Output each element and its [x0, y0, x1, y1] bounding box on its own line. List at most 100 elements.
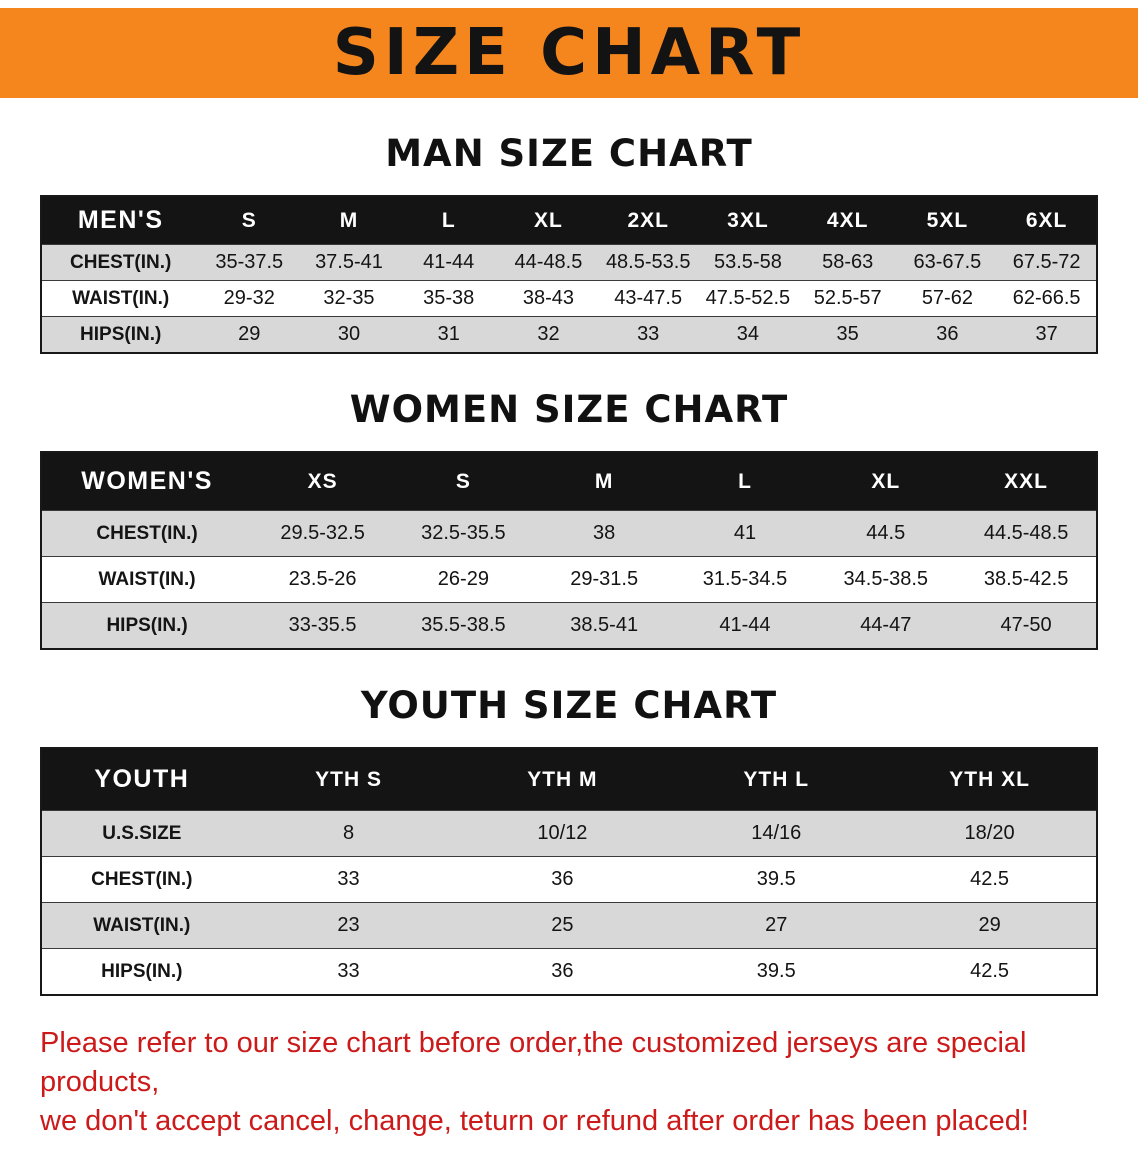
size-value: 34.5-38.5 — [815, 556, 957, 603]
size-column-header: 2XL — [598, 196, 699, 245]
youth-table-header-row: YOUTH YTH S YTH M YTH L YTH XL — [41, 748, 1097, 811]
size-value: 36 — [455, 856, 670, 903]
size-value: 47-50 — [956, 602, 1097, 649]
size-value: 29.5-32.5 — [252, 510, 393, 557]
size-value: 29-32 — [199, 280, 300, 317]
size-value: 39.5 — [669, 948, 884, 995]
size-value: 38 — [533, 510, 675, 557]
size-value: 38.5-42.5 — [956, 556, 1097, 603]
size-value: 33 — [241, 856, 456, 903]
size-value: 67.5-72 — [997, 244, 1097, 281]
notice-line-2: we don't accept cancel, change, teturn o… — [40, 1104, 1029, 1137]
table-row: WAIST(IN.) 29-32 32-35 35-38 38-43 43-47.5 47.… — [41, 280, 1097, 317]
size-value: 32-35 — [299, 280, 399, 317]
men-size-table: MEN'S S M L XL 2XL 3XL 4XL 5XL 6XL CHEST(IN.) 35-37… — [40, 195, 1098, 354]
row-label: CHEST(IN.) — [41, 856, 242, 903]
row-label: WAIST(IN.) — [41, 556, 253, 603]
size-value: 23 — [241, 902, 456, 949]
size-value: 8 — [241, 810, 456, 857]
size-value: 44-48.5 — [498, 244, 599, 281]
size-value: 35-37.5 — [199, 244, 300, 281]
size-value: 48.5-53.5 — [598, 244, 699, 281]
banner: SIZE CHART — [0, 8, 1138, 98]
size-value: 10/12 — [455, 810, 670, 857]
size-value: 18/20 — [883, 810, 1097, 857]
table-row: HIPS(IN.) 33 36 39.5 42.5 — [41, 948, 1097, 995]
size-value: 32 — [498, 316, 599, 353]
size-value: 38-43 — [498, 280, 599, 317]
size-value: 42.5 — [883, 856, 1097, 903]
sections-container: MAN SIZE CHART MEN'S S M L XL 2XL 3XL 4XL 5XL 6XL C… — [0, 132, 1138, 996]
size-column-header: L — [674, 452, 816, 511]
row-label: HIPS(IN.) — [41, 602, 253, 649]
size-value: 63-67.5 — [897, 244, 998, 281]
size-column-header: YTH M — [455, 748, 670, 811]
size-value: 33 — [598, 316, 699, 353]
page-title: SIZE CHART — [332, 16, 806, 90]
size-value: 35 — [797, 316, 898, 353]
youth-size-table: YOUTH YTH S YTH M YTH L YTH XL U.S.SIZE 8 10/12… — [40, 747, 1098, 996]
size-value: 44.5-48.5 — [956, 510, 1097, 557]
table-row: CHEST(IN.) 29.5-32.5 32.5-35.5 38 41 44.5 44.5… — [41, 510, 1097, 557]
size-column-header: YTH L — [669, 748, 884, 811]
size-value: 62-66.5 — [997, 280, 1097, 317]
size-value: 25 — [455, 902, 670, 949]
size-value: 33 — [241, 948, 456, 995]
size-value: 37.5-41 — [299, 244, 399, 281]
men-table-title: MEN'S — [41, 196, 200, 245]
size-value: 31.5-34.5 — [674, 556, 816, 603]
size-column-header: 3XL — [698, 196, 798, 245]
size-column-header: S — [199, 196, 300, 245]
size-column-header: 4XL — [797, 196, 898, 245]
size-value: 29 — [199, 316, 300, 353]
table-row: WAIST(IN.) 23.5-26 26-29 29-31.5 31.5-34.5 34… — [41, 556, 1097, 603]
table-row: CHEST(IN.) 35-37.5 37.5-41 41-44 44-48.5 48.5… — [41, 244, 1097, 281]
size-value: 37 — [997, 316, 1097, 353]
size-value: 43-47.5 — [598, 280, 699, 317]
men-size-chart-heading: MAN SIZE CHART — [385, 132, 753, 175]
table-row: HIPS(IN.) 29 30 31 32 33 34 35 36 37 — [41, 316, 1097, 353]
size-value: 41-44 — [398, 244, 499, 281]
size-value: 35-38 — [398, 280, 499, 317]
size-column-header: XXL — [956, 452, 1097, 511]
size-column-header: XL — [498, 196, 599, 245]
footer-notice: Please refer to our size chart before or… — [40, 1024, 1110, 1141]
row-label: HIPS(IN.) — [41, 316, 200, 353]
size-value: 44-47 — [815, 602, 957, 649]
women-size-table: WOMEN'S XS S M L XL XXL CHEST(IN.) 29.5-32.5 32.5… — [40, 451, 1098, 650]
row-label: WAIST(IN.) — [41, 280, 200, 317]
size-value: 58-63 — [797, 244, 898, 281]
women-size-chart-section: WOMEN SIZE CHART WOMEN'S XS S M L XL XXL CHEST(I… — [0, 388, 1138, 650]
size-value: 36 — [455, 948, 670, 995]
men-table-header-row: MEN'S S M L XL 2XL 3XL 4XL 5XL 6XL — [41, 196, 1097, 245]
size-value: 33-35.5 — [252, 602, 393, 649]
size-column-header: M — [533, 452, 675, 511]
size-column-header: XS — [252, 452, 393, 511]
women-size-chart-heading: WOMEN SIZE CHART — [349, 388, 789, 431]
size-column-header: YTH XL — [883, 748, 1097, 811]
size-value: 30 — [299, 316, 399, 353]
size-value: 31 — [398, 316, 499, 353]
size-value: 32.5-35.5 — [392, 510, 534, 557]
size-value: 34 — [698, 316, 798, 353]
size-value: 47.5-52.5 — [698, 280, 798, 317]
size-value: 14/16 — [669, 810, 884, 857]
size-value: 57-62 — [897, 280, 998, 317]
size-column-header: YTH S — [241, 748, 456, 811]
table-row: CHEST(IN.) 33 36 39.5 42.5 — [41, 856, 1097, 903]
size-column-header: 5XL — [897, 196, 998, 245]
youth-table-title: YOUTH — [41, 748, 242, 811]
row-label: U.S.SIZE — [41, 810, 242, 857]
size-value: 29 — [883, 902, 1097, 949]
notice-line-1: Please refer to our size chart before or… — [40, 1027, 1027, 1098]
row-label: HIPS(IN.) — [41, 948, 242, 995]
table-row: WAIST(IN.) 23 25 27 29 — [41, 902, 1097, 949]
size-column-header: M — [299, 196, 399, 245]
size-column-header: S — [392, 452, 534, 511]
row-label: CHEST(IN.) — [41, 244, 200, 281]
size-value: 39.5 — [669, 856, 884, 903]
size-value: 44.5 — [815, 510, 957, 557]
size-value: 41 — [674, 510, 816, 557]
size-value: 29-31.5 — [533, 556, 675, 603]
